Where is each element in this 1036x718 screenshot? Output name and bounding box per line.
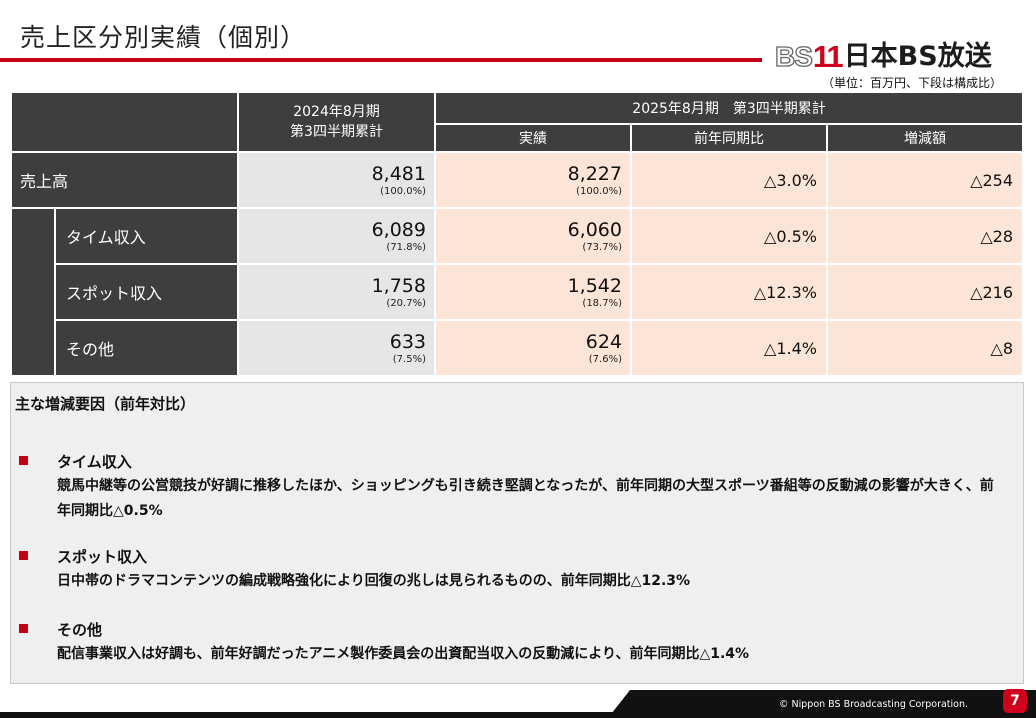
curr-value-cell: 624 (7.6%) bbox=[434, 319, 632, 377]
header-diff: 増減額 bbox=[825, 123, 1025, 153]
curr-share: (7.6%) bbox=[588, 354, 622, 365]
row-label-sales: 売上高 bbox=[10, 151, 239, 209]
curr-value-cell: 8,227 (100.0%) bbox=[434, 151, 632, 209]
yoy-value: △1.4% bbox=[630, 319, 828, 377]
yoy-value: △12.3% bbox=[630, 263, 828, 321]
curr-share: (100.0%) bbox=[576, 186, 622, 197]
footer-bar bbox=[0, 690, 1036, 718]
curr-value: 8,227 bbox=[567, 163, 622, 185]
factor-title: スポット収入 bbox=[57, 548, 148, 566]
diff-value: △216 bbox=[825, 263, 1025, 321]
prev-share: (20.7%) bbox=[386, 298, 426, 309]
header-curr-period: 2025年8月期 第3四半期累計 bbox=[433, 91, 1025, 125]
table-row: その他 633 (7.5%) 624 (7.6%) △1.4% △8 bbox=[11, 319, 1025, 377]
page-title: 売上区分別実績（個別） bbox=[20, 23, 307, 52]
square-bullet-icon bbox=[19, 551, 28, 560]
header-prev-period: 2024年8月期 第3四半期累計 bbox=[237, 91, 436, 153]
yoy-value: △0.5% bbox=[630, 207, 828, 265]
logo-bs-text: BS bbox=[774, 41, 813, 72]
curr-share: (73.7%) bbox=[582, 242, 622, 253]
factor-title: タイム収入 bbox=[57, 453, 132, 471]
row-label-spot: スポット収入 bbox=[54, 263, 239, 321]
square-bullet-icon bbox=[19, 456, 28, 465]
prev-value: 6,089 bbox=[371, 219, 426, 241]
prev-share: (71.8%) bbox=[386, 242, 426, 253]
footer-baseline bbox=[0, 712, 1036, 718]
prev-value: 1,758 bbox=[371, 275, 426, 297]
diff-value: △8 bbox=[825, 319, 1025, 377]
copyright-text: © Nippon BS Broadcasting Corporation. bbox=[779, 699, 969, 710]
diff-value: △28 bbox=[825, 207, 1025, 265]
prev-value-cell: 6,089 (71.8%) bbox=[237, 207, 436, 265]
page-number-badge: 7 bbox=[1003, 689, 1027, 713]
header-actual: 実績 bbox=[434, 123, 632, 153]
prev-value-cell: 633 (7.5%) bbox=[237, 319, 436, 377]
logo-brand-text: 日本BS放送 bbox=[843, 41, 992, 72]
row-label-time: タイム収入 bbox=[54, 207, 239, 265]
curr-value: 6,060 bbox=[567, 219, 622, 241]
curr-value-cell: 6,060 (73.7%) bbox=[434, 207, 632, 265]
header-prev-period-text: 2024年8月期 第3四半期累計 bbox=[290, 104, 383, 140]
curr-value: 624 bbox=[585, 331, 622, 353]
factors-heading: 主な増減要因（前年対比） bbox=[15, 395, 196, 413]
factors-box: 主な増減要因（前年対比） タイム収入 競馬中継等の公営競技が好調に推移したほか、… bbox=[10, 382, 1024, 684]
title-underline bbox=[0, 58, 762, 62]
prev-value-cell: 8,481 (100.0%) bbox=[237, 151, 436, 209]
row-label-other: その他 bbox=[54, 319, 239, 377]
prev-value: 633 bbox=[389, 331, 426, 353]
factor-body: 日中帯のドラマコンテンツの編成戦略強化により回復の兆しは見られるものの、前年同期… bbox=[57, 573, 691, 589]
prev-share: (100.0%) bbox=[380, 186, 426, 197]
curr-share: (18.7%) bbox=[582, 298, 622, 309]
curr-value: 1,542 bbox=[567, 275, 622, 297]
indent-spacer bbox=[10, 207, 56, 377]
factor-body: 配信事業収入は好調も、前年好調だったアニメ製作委員会の出資配当収入の反動減により… bbox=[57, 646, 750, 662]
unit-note: （単位：百万円、下段は構成比） bbox=[822, 76, 1003, 90]
footer-black-band bbox=[608, 690, 1036, 718]
table-corner-cell bbox=[10, 91, 239, 153]
yoy-value: △3.0% bbox=[630, 151, 828, 209]
diff-value: △254 bbox=[825, 151, 1025, 209]
prev-value: 8,481 bbox=[371, 163, 426, 185]
logo-eleven-text: 11 bbox=[812, 39, 844, 74]
bs11-logo: BS 11 日本BS放送 bbox=[774, 38, 992, 74]
factor-title: その他 bbox=[57, 621, 103, 639]
curr-value-cell: 1,542 (18.7%) bbox=[434, 263, 632, 321]
square-bullet-icon bbox=[19, 624, 28, 633]
header-yoy: 前年同期比 bbox=[630, 123, 828, 153]
table-row: スポット収入 1,758 (20.7%) 1,542 (18.7%) △12.3… bbox=[11, 263, 1025, 321]
sales-table: 2024年8月期 第3四半期累計 2025年8月期 第3四半期累計 実績 前年同… bbox=[10, 91, 1025, 377]
prev-value-cell: 1,758 (20.7%) bbox=[237, 263, 436, 321]
prev-share: (7.5%) bbox=[392, 354, 426, 365]
table-row: タイム収入 6,089 (71.8%) 6,060 (73.7%) △0.5% … bbox=[10, 207, 1025, 377]
table-row: 売上高 8,481 (100.0%) 8,227 (100.0%) △3.0% … bbox=[10, 151, 1025, 209]
factor-body: 競馬中継等の公営競技が好調に推移したほか、ショッピングも引き続き堅調となったが、… bbox=[57, 478, 994, 519]
